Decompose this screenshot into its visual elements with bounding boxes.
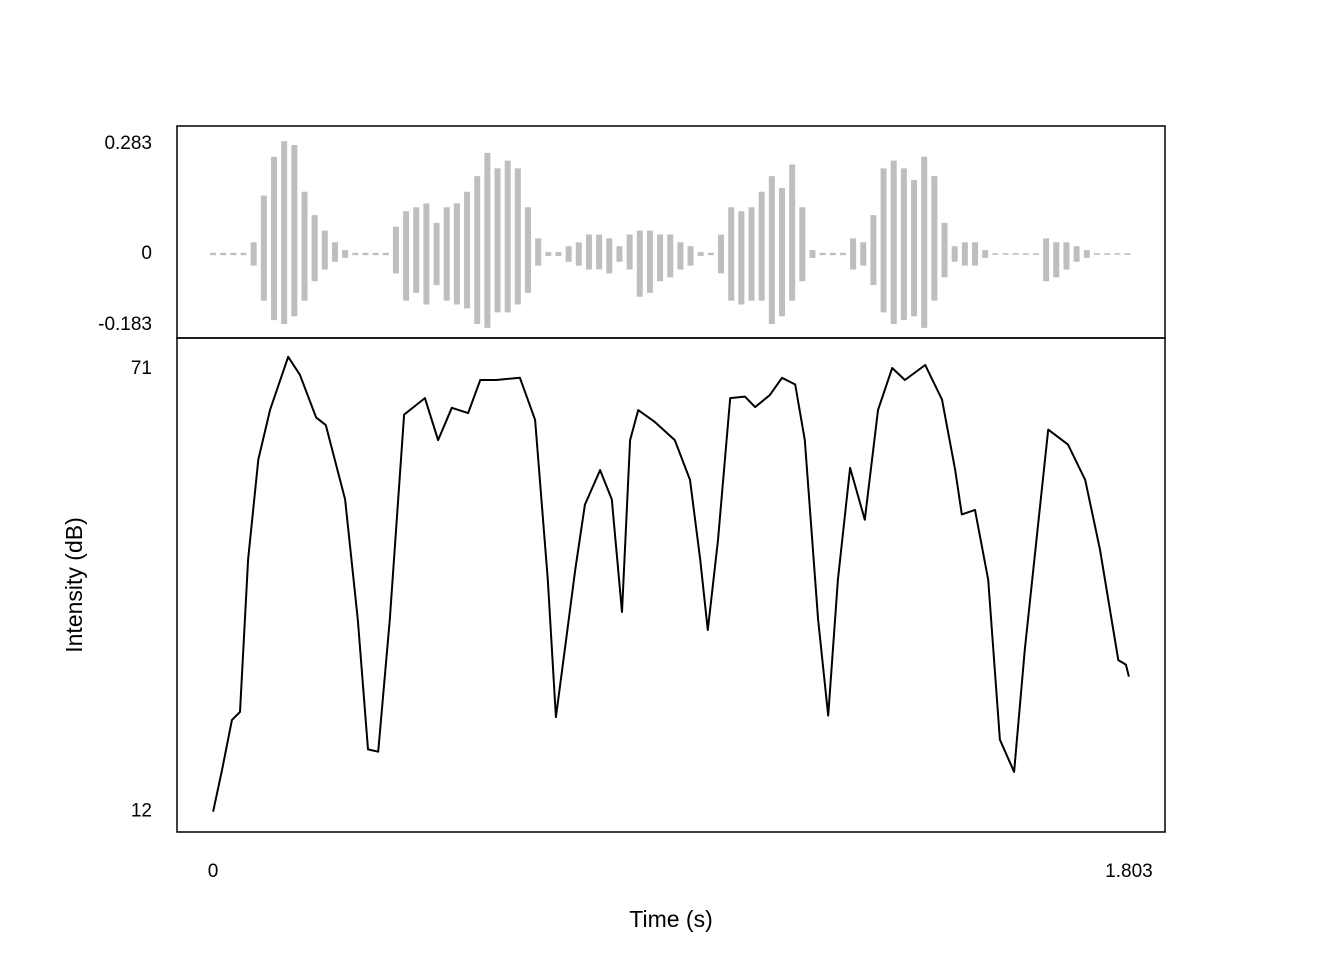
- x-tick-label: 1.803: [1105, 861, 1153, 882]
- intensity-line: [212, 355, 1130, 812]
- y-tick-label: 0.283: [104, 133, 152, 154]
- y-tick-label: 71: [131, 358, 152, 379]
- x-tick-label: 0: [208, 861, 219, 882]
- y-tick-label: -0.183: [98, 314, 152, 335]
- y-axis-label: Intensity (dB): [61, 517, 87, 653]
- y-tick-label: 12: [131, 801, 152, 822]
- y-tick-label: 0: [141, 243, 152, 264]
- x-axis-label: Time (s): [629, 906, 712, 932]
- intensity-frame: [176, 337, 1166, 833]
